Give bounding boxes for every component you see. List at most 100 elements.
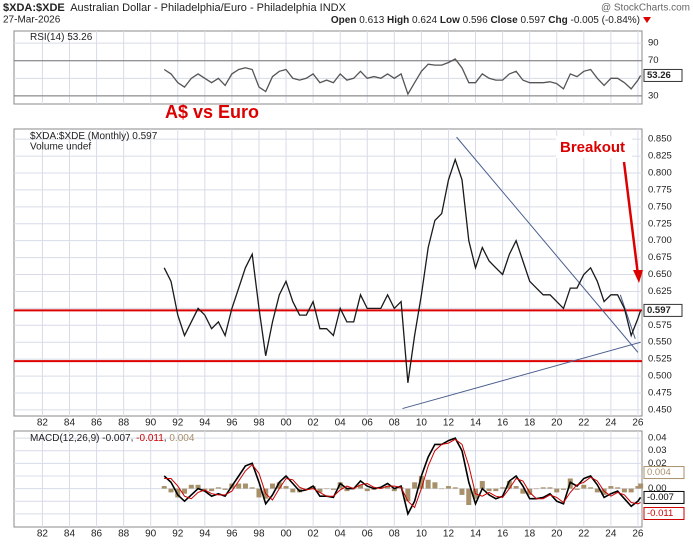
trend-line — [402, 341, 641, 410]
x-tick-label: 94 — [199, 529, 211, 540]
histogram-bar — [256, 488, 262, 498]
y-tick-label: 0.800 — [648, 168, 672, 179]
histogram-bar — [445, 486, 451, 489]
histogram-bar — [520, 488, 526, 494]
quote-label: High — [387, 15, 409, 26]
quote-value: 0.613 — [359, 15, 384, 26]
x-tick-label: 88 — [118, 418, 130, 429]
last-value-label: 53.26 — [647, 70, 671, 81]
y-tick-label: 0.450 — [648, 404, 672, 415]
last-value-label: 0.597 — [647, 305, 671, 316]
histogram-bar — [418, 475, 424, 489]
x-tick-label: 10 — [416, 418, 428, 429]
x-tick-label: 84 — [64, 418, 76, 429]
histogram-bar — [452, 487, 458, 489]
histogram-bar — [391, 488, 397, 492]
histogram-bar — [182, 488, 188, 494]
histogram-bar — [486, 488, 492, 492]
histogram-bar — [635, 486, 641, 489]
quote-value: 0.597 — [520, 15, 545, 26]
histogram-bar — [581, 484, 587, 489]
histogram-bar — [195, 484, 201, 489]
panel — [13, 30, 643, 105]
last-value-label: 0.004 — [647, 467, 671, 478]
histogram-bar — [270, 483, 276, 489]
legend-label: RSI(14) — [30, 32, 64, 43]
quote-value: 0.624 — [412, 15, 437, 26]
histogram-bar — [588, 487, 594, 489]
x-tick-label: 18 — [524, 418, 536, 429]
rsi-legend: RSI(14) 53.26 — [30, 32, 93, 43]
x-tick-label: 02 — [308, 529, 320, 540]
symbol: $XDA:$XDE — [3, 2, 65, 14]
legend-value: -0.007 — [102, 433, 131, 444]
y-tick-label: 0.675 — [648, 252, 672, 263]
y-tick-label: 0.775 — [648, 184, 672, 195]
x-tick-label: 22 — [578, 529, 590, 540]
x-tick-label: 14 — [470, 529, 482, 540]
x-tick-label: 94 — [199, 418, 211, 429]
data-line — [163, 58, 642, 96]
histogram-bar — [317, 488, 323, 493]
x-tick-label: 04 — [335, 529, 347, 540]
histogram-bar — [236, 483, 242, 489]
last-value-box — [643, 303, 683, 317]
panel — [13, 430, 643, 528]
macd-line — [164, 438, 641, 509]
histogram-bar — [615, 487, 621, 489]
histogram-bar — [337, 482, 343, 489]
histogram-bar — [209, 488, 215, 492]
histogram-bar — [500, 487, 506, 489]
histogram-bar — [357, 484, 363, 489]
callout-box — [556, 136, 632, 158]
x-tick-label: 08 — [389, 418, 401, 429]
histogram-bar — [574, 488, 580, 490]
y-tick-label: 30 — [648, 90, 659, 101]
callout-arrow — [622, 161, 640, 276]
last-value-box — [643, 466, 685, 480]
source: @ StockCharts.com — [601, 3, 690, 14]
histogram-bar — [601, 488, 607, 495]
x-tick-label: 20 — [551, 418, 563, 429]
histogram-bar — [303, 488, 309, 490]
y-tick-label: 0.525 — [648, 354, 672, 365]
x-tick-label: 82 — [37, 418, 49, 429]
legend-value: 53.26 — [67, 32, 92, 43]
x-tick-label: 16 — [497, 529, 509, 540]
x-tick-label: 98 — [253, 529, 265, 540]
x-tick-label: 90 — [145, 418, 157, 429]
x-tick-label: 14 — [470, 418, 482, 429]
x-tick-label: 96 — [226, 529, 238, 540]
histogram-bar — [290, 488, 296, 493]
x-tick-label: 00 — [280, 418, 292, 429]
quote-label: Chg — [548, 15, 567, 26]
x-tick-label: 00 — [280, 529, 292, 540]
macd-legend: MACD(12,26,9) -0.007, -0.011, 0.004 — [30, 433, 195, 444]
quote-value: -0.005 (-0.84%) — [571, 15, 640, 26]
histogram-bar — [533, 488, 539, 490]
x-tick-label: 86 — [91, 529, 103, 540]
x-tick-label: 20 — [551, 529, 563, 540]
y-tick-label: 0.650 — [648, 269, 672, 280]
histogram-bar — [215, 487, 221, 489]
y-tick-label: 70 — [648, 55, 659, 66]
histogram-bar — [175, 488, 181, 498]
histogram-bar — [249, 487, 255, 489]
annotation-title: A$ vs Euro — [165, 102, 259, 122]
panel — [13, 128, 643, 417]
x-tick-label: 04 — [335, 418, 347, 429]
x-tick-label: 26 — [632, 529, 644, 540]
x-tick-label: 22 — [578, 418, 590, 429]
y-tick-label: 0.700 — [648, 235, 672, 246]
x-tick-label: 02 — [308, 418, 320, 429]
histogram-bar — [608, 486, 614, 489]
legend-value: 0.004 — [169, 433, 194, 444]
histogram-bar — [202, 488, 208, 490]
histogram-bar — [621, 488, 627, 493]
y-tick-label: 0.02 — [648, 458, 667, 469]
last-value-label: -0.011 — [647, 508, 673, 519]
x-tick-label: 06 — [362, 529, 374, 540]
histogram-bar — [493, 488, 499, 492]
y-tick-label: 0.03 — [648, 445, 667, 456]
